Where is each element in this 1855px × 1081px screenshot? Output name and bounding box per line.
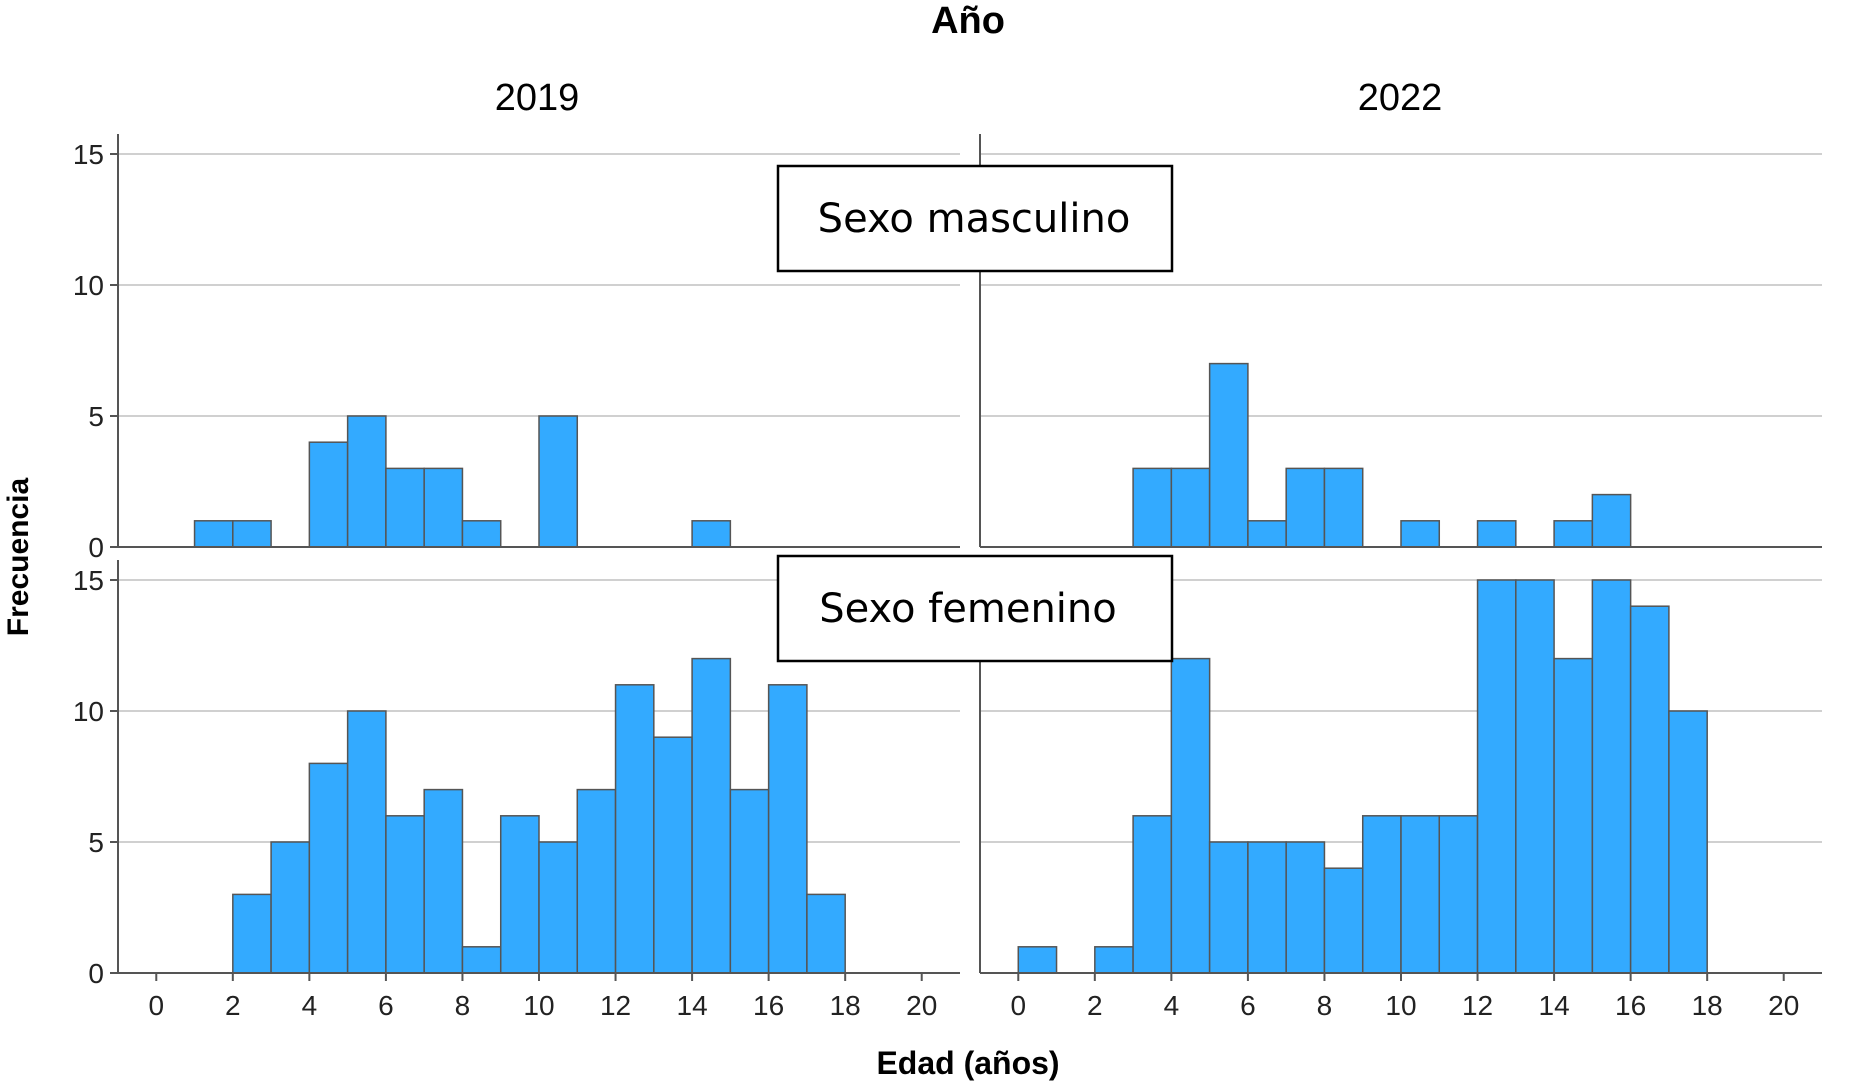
y-axis-label: Frecuencia: [2, 477, 35, 636]
histogram-bar: [346, 710, 387, 974]
histogram-bar: [1170, 467, 1211, 548]
histogram-bar: [1017, 946, 1058, 974]
row-label-male: Sexo masculino: [818, 196, 1131, 242]
x-tick-label: 12: [600, 990, 631, 1021]
histogram-bar: [232, 893, 272, 974]
histogram-bar: [1323, 867, 1364, 974]
x-tick-label: 0: [148, 990, 164, 1021]
row-label-box-male: Sexo masculino: [776, 164, 1174, 273]
histogram-bar: [1094, 946, 1134, 974]
histogram-bar: [614, 684, 655, 974]
histogram-bar: [1361, 815, 1402, 974]
histogram-bar: [1132, 815, 1173, 974]
y-tick-label: 10: [73, 696, 104, 727]
histogram-bar: [1285, 841, 1326, 974]
x-tick-label: 16: [753, 990, 784, 1021]
histogram-bar: [538, 415, 579, 548]
column-label-2019: 2019: [495, 77, 580, 119]
histogram-bar: [308, 441, 349, 548]
x-tick-label: 18: [1692, 990, 1723, 1021]
histogram-bar: [270, 841, 311, 974]
histogram-bar: [1476, 520, 1517, 548]
histogram-bar: [1476, 579, 1517, 974]
histogram-bar: [423, 467, 464, 548]
histogram-bar: [385, 815, 425, 974]
histogram-bar: [1515, 579, 1555, 974]
x-tick-label: 14: [1539, 990, 1570, 1021]
x-tick-label: 8: [1317, 990, 1333, 1021]
x-tick-label: 2: [1087, 990, 1103, 1021]
histogram-bar: [461, 520, 502, 548]
histogram-bar: [1400, 520, 1441, 548]
x-tick-label: 10: [1385, 990, 1416, 1021]
y-tick-label: 15: [73, 565, 104, 596]
y-tick-label: 0: [88, 532, 104, 563]
column-label-2022: 2022: [1358, 77, 1443, 119]
histogram-bar: [423, 788, 464, 974]
histogram-bar: [1208, 841, 1249, 974]
histogram-bar: [691, 657, 732, 974]
histogram-bar: [1170, 657, 1211, 974]
histogram-bar: [538, 841, 579, 974]
row-label-box-female: Sexo femenino: [776, 554, 1174, 663]
y-tick-label: 10: [73, 270, 104, 301]
histogram-bar: [1323, 467, 1364, 548]
histogram-bar: [346, 415, 387, 548]
y-tick-label: 5: [88, 827, 104, 858]
x-tick-label: 0: [1010, 990, 1026, 1021]
y-tick-label: 5: [88, 401, 104, 432]
row-label-box-female-frame: [776, 554, 1174, 663]
x-tick-label: 6: [378, 990, 394, 1021]
y-tick-label: 15: [73, 139, 104, 170]
x-tick-label: 14: [677, 990, 708, 1021]
chart-title: Año: [931, 0, 1005, 42]
x-tick-label: 4: [1164, 990, 1180, 1021]
histogram-bar: [461, 946, 502, 974]
histogram-bar: [806, 893, 846, 974]
row-label-box-male-frame: [776, 164, 1174, 273]
x-tick-label: 10: [523, 990, 554, 1021]
histogram-bar: [1591, 579, 1632, 974]
histogram-bar: [499, 815, 540, 974]
y-tick-label: 0: [88, 958, 104, 989]
x-tick-label: 6: [1240, 990, 1256, 1021]
histogram-bar: [1400, 815, 1441, 974]
histogram-bar: [1629, 605, 1670, 974]
histogram-bar: [576, 788, 617, 974]
histogram-bar: [1132, 467, 1173, 548]
histogram-bar: [232, 520, 272, 548]
x-tick-label: 20: [1768, 990, 1799, 1021]
histogram-bar: [1247, 520, 1287, 548]
histogram-bar: [385, 467, 425, 548]
x-tick-label: 8: [455, 990, 471, 1021]
histogram-bar: [767, 684, 808, 974]
x-axis-label: Edad (años): [876, 1045, 1059, 1081]
histogram-bar: [729, 788, 770, 974]
x-tick-label: 20: [906, 990, 937, 1021]
x-tick-label: 4: [302, 990, 318, 1021]
histogram-bar: [1553, 520, 1594, 548]
x-tick-label: 16: [1615, 990, 1646, 1021]
x-tick-label: 12: [1462, 990, 1493, 1021]
x-tick-label: 2: [225, 990, 241, 1021]
histogram-bar: [1208, 362, 1249, 548]
histogram-bar: [1668, 710, 1708, 974]
histogram-bar: [691, 520, 732, 548]
row-label-female: Sexo femenino: [819, 586, 1116, 632]
histogram-bar: [308, 762, 349, 974]
x-tick-label: 18: [830, 990, 861, 1021]
histogram-bar: [1438, 815, 1479, 974]
histogram-bar: [193, 520, 234, 548]
histogram-bar: [1247, 841, 1287, 974]
histogram-bar: [1285, 467, 1326, 548]
histogram-bar: [653, 736, 693, 974]
histogram-bar: [1591, 493, 1632, 548]
histogram-bar: [1553, 657, 1594, 974]
